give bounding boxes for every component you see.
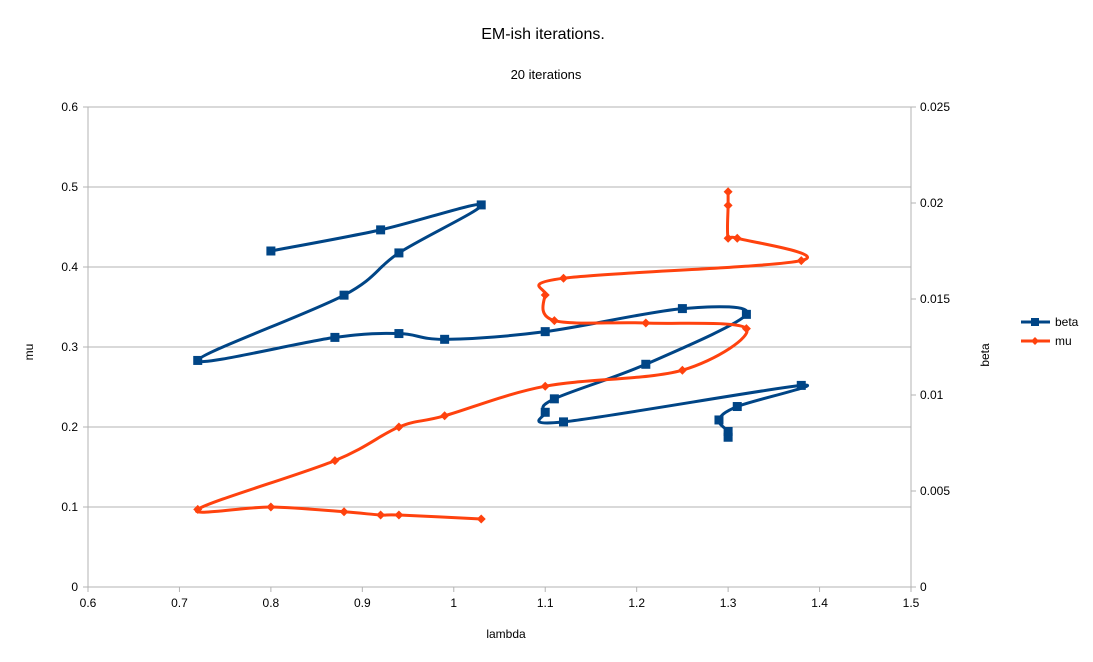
x-tick-label: 1.1 — [537, 596, 554, 610]
data-point-mu — [540, 290, 550, 300]
series-layer — [193, 187, 810, 524]
legend: beta mu — [1021, 315, 1079, 348]
y-tick-label: 0.2 — [61, 420, 78, 434]
data-point-mu — [741, 324, 751, 334]
data-point-mu — [330, 456, 340, 466]
data-point-mu — [723, 187, 733, 197]
data-point-beta — [440, 334, 450, 344]
legend-mu-marker — [1031, 337, 1039, 345]
data-point-mu — [732, 233, 742, 243]
data-point-beta — [714, 415, 724, 425]
data-point-mu — [266, 502, 276, 512]
data-point-mu — [559, 273, 569, 283]
legend-beta-label: beta — [1055, 315, 1079, 329]
y-tick-label: 0.6 — [61, 100, 78, 114]
legend-mu-label: mu — [1055, 334, 1072, 348]
data-point-mu — [641, 318, 651, 328]
data-point-beta — [677, 304, 687, 314]
chart-title: EM-ish iterations. — [481, 26, 605, 43]
data-point-mu — [394, 510, 404, 520]
y-tick-label: 0.4 — [61, 260, 78, 274]
legend-beta-marker — [1031, 318, 1039, 326]
data-point-beta — [559, 417, 569, 427]
data-point-mu — [723, 200, 733, 210]
data-point-beta — [266, 246, 276, 256]
series-beta — [193, 200, 810, 442]
x-axis-label: lambda — [486, 627, 526, 641]
y2-tick-label: 0.02 — [920, 196, 944, 210]
data-point-mu — [339, 507, 349, 517]
x-tick-label: 0.8 — [263, 596, 280, 610]
x-tick-label: 0.9 — [354, 596, 371, 610]
data-point-beta — [723, 432, 733, 442]
data-point-beta — [394, 248, 404, 258]
y-axis-ticks: 0 0.1 0.2 0.3 0.4 0.5 0.6 — [61, 100, 88, 594]
gridlines — [88, 106, 911, 588]
x-tick-label: 1 — [450, 596, 457, 610]
y-tick-label: 0.3 — [61, 340, 78, 354]
data-point-beta — [540, 407, 550, 417]
data-point-mu — [677, 365, 687, 375]
data-point-mu — [376, 510, 386, 520]
data-point-beta — [723, 426, 733, 436]
y2-tick-label: 0 — [920, 580, 927, 594]
y2-tick-label: 0.01 — [920, 388, 944, 402]
data-point-mu — [540, 381, 550, 391]
y2-axis-ticks: 0 0.005 0.01 0.015 0.02 0.025 — [911, 100, 950, 594]
data-point-beta — [549, 394, 559, 404]
data-point-beta — [330, 332, 340, 342]
x-tick-label: 1.5 — [903, 596, 920, 610]
x-tick-label: 0.7 — [171, 596, 188, 610]
data-point-beta — [394, 329, 404, 339]
data-point-beta — [339, 290, 349, 300]
data-point-mu — [193, 504, 203, 514]
data-point-beta — [476, 200, 486, 210]
data-point-mu — [723, 233, 733, 243]
data-point-beta — [540, 327, 550, 337]
legend-item-beta: beta — [1021, 315, 1079, 329]
chart-subtitle: 20 iterations — [511, 67, 582, 82]
data-point-mu — [476, 514, 486, 524]
series-mu — [193, 187, 809, 524]
x-tick-label: 0.6 — [80, 596, 97, 610]
y-tick-label: 0.1 — [61, 500, 78, 514]
legend-item-mu: mu — [1021, 334, 1072, 348]
x-tick-label: 1.2 — [628, 596, 645, 610]
x-axis-ticks: 0.6 0.7 0.8 0.9 1 1.1 1.2 1.3 1.4 1.5 — [80, 587, 920, 610]
data-point-mu — [440, 411, 450, 421]
data-point-mu — [549, 316, 559, 326]
series-beta-line — [196, 202, 810, 439]
y-axis-label: mu — [22, 344, 36, 361]
data-point-beta — [796, 380, 806, 390]
y2-tick-label: 0.015 — [920, 292, 950, 306]
data-point-beta — [376, 225, 386, 235]
y-tick-label: 0 — [71, 580, 78, 594]
y2-tick-label: 0.005 — [920, 484, 950, 498]
x-tick-label: 1.4 — [811, 596, 828, 610]
x-tick-label: 1.3 — [720, 596, 737, 610]
y2-axis-label: beta — [978, 343, 992, 367]
data-point-beta — [193, 355, 203, 365]
data-point-mu — [796, 256, 806, 266]
data-point-beta — [732, 402, 742, 412]
data-point-mu — [394, 422, 404, 432]
series-mu-line — [195, 190, 809, 521]
data-point-beta — [741, 309, 751, 319]
y2-tick-label: 0.025 — [920, 100, 950, 114]
data-point-beta — [641, 359, 651, 369]
y-tick-label: 0.5 — [61, 180, 78, 194]
